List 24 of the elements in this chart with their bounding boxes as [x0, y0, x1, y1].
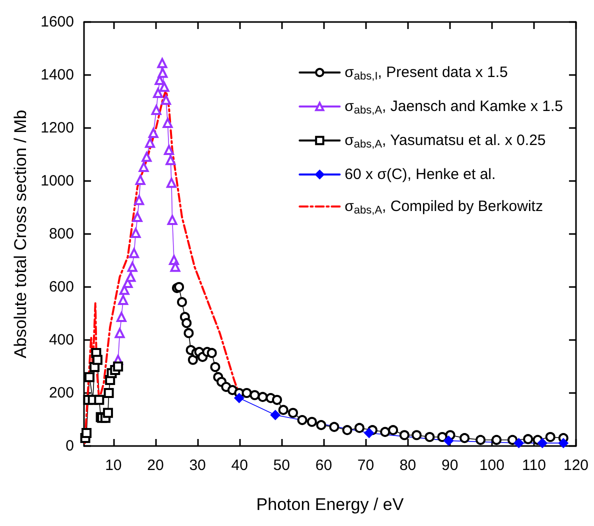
x-tick-label: 30 — [189, 457, 206, 474]
x-tick-label: 120 — [563, 457, 589, 474]
x-tick-label: 110 — [522, 457, 546, 474]
x-tick-label: 60 — [315, 457, 332, 474]
y-tick-label: 200 — [48, 384, 74, 402]
x-tick-label: 50 — [273, 457, 290, 474]
x-tick-label: 70 — [357, 457, 374, 474]
y-tick-label: 1400 — [40, 66, 74, 84]
y-axis-title: Absolute total Cross section / Mb — [11, 110, 30, 358]
y-tick-label: 1200 — [40, 120, 74, 136]
y-tick-label: 800 — [48, 226, 74, 242]
x-axis-title: Photon Energy / eV — [256, 495, 404, 514]
x-tick-label: 100 — [479, 457, 504, 474]
x-tick-label: 10 — [105, 457, 122, 474]
y-tick-label: 0 — [66, 438, 74, 454]
x-tick-label: 20 — [147, 457, 164, 474]
x-tick-label: 90 — [442, 457, 458, 474]
y-tick-label: 400 — [48, 332, 74, 348]
y-tick-label: 1600 — [40, 14, 74, 30]
legend-label: 60 x σ(C), Henke et al. — [344, 166, 496, 183]
x-tick-label: 40 — [231, 457, 248, 474]
y-tick-label: 1000 — [40, 172, 74, 190]
y-tick-label: 600 — [48, 278, 74, 296]
x-tick-label: 80 — [399, 457, 416, 474]
